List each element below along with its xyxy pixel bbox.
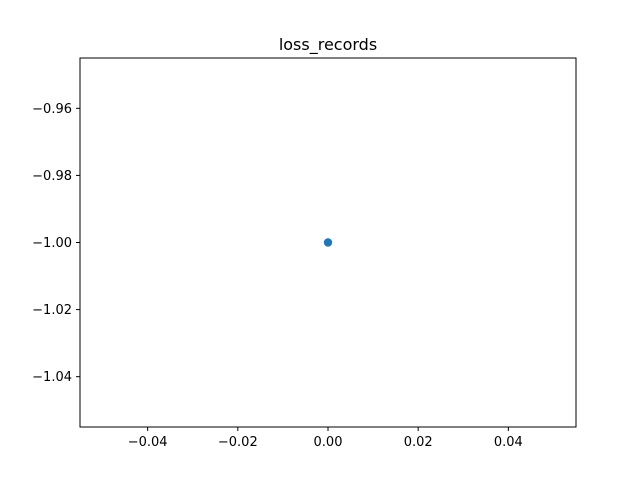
y-tick-label: −1.04 [32, 370, 72, 385]
plot-area: −0.04 −0.02 0.00 0.02 0.04 −0.96 −0.98 −1.00 −1.… [32, 57, 577, 450]
y-tick-label: −0.98 [32, 169, 72, 184]
x-tick-label: 0.02 [404, 435, 433, 450]
x-tick-label: −0.04 [128, 435, 168, 450]
y-tick-label: −1.02 [32, 303, 72, 318]
chart-title: loss_records [279, 35, 377, 55]
data-point [323, 238, 333, 247]
x-tick-label: 0.04 [494, 435, 523, 450]
y-tick-label: −0.96 [32, 102, 72, 117]
x-tick-label: 0.00 [314, 435, 343, 450]
y-tick-label: −1.00 [32, 236, 72, 251]
x-tick-label: −0.02 [218, 435, 258, 450]
